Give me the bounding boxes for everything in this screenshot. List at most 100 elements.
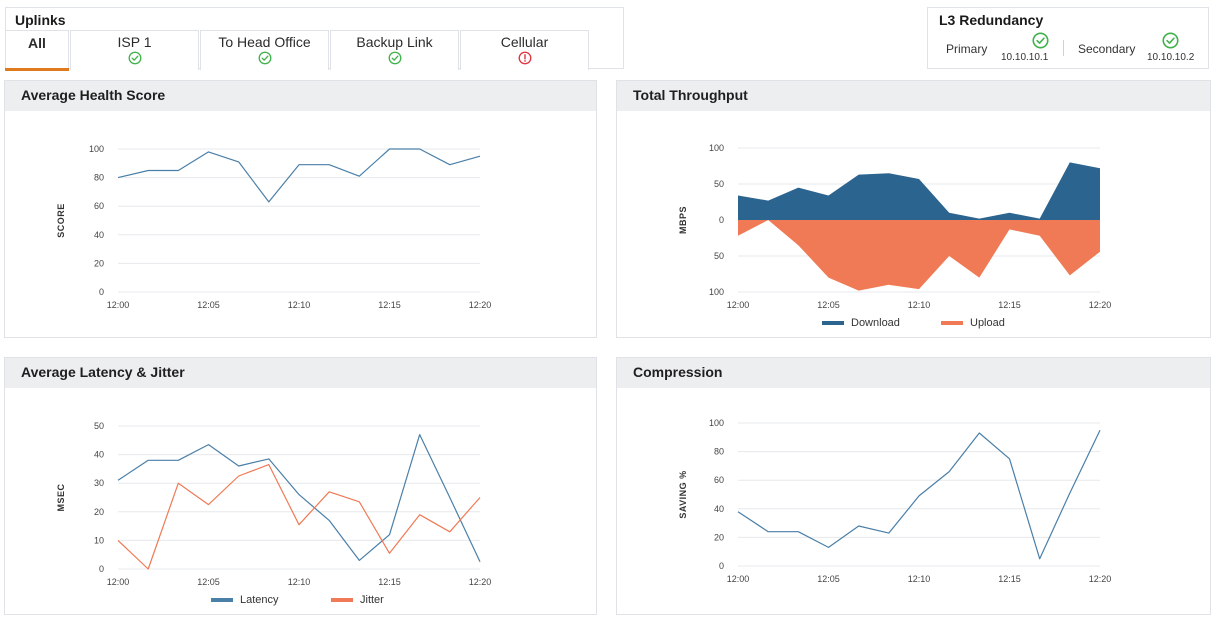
x-tick-label: 12:20 — [469, 577, 492, 587]
check-circle-icon — [1162, 32, 1179, 49]
legend-label: Download — [851, 317, 900, 329]
tab-label: Cellular — [500, 34, 549, 50]
y-tick-label: 30 — [94, 478, 104, 488]
exclamation-circle-icon — [518, 51, 531, 65]
l3-secondary: Secondary 10.10.10.2 — [1078, 32, 1203, 68]
legend-swatch — [941, 321, 963, 325]
y-axis-label: SCORE — [56, 203, 66, 238]
y-tick-label: 50 — [94, 421, 104, 431]
area-series-download — [738, 162, 1100, 220]
x-tick-label: 12:00 — [727, 300, 750, 310]
l3-primary: Primary 10.10.10.1 — [946, 32, 1056, 68]
legend-label: Jitter — [360, 594, 384, 606]
x-tick-label: 12:00 — [107, 577, 130, 587]
uplinks-tabs: All ISP 1 To Head Office Backup Link Cel… — [5, 30, 590, 71]
x-tick-label: 12:00 — [727, 574, 750, 584]
y-tick-label: 50 — [714, 179, 724, 189]
l3-secondary-ip: 10.10.10.2 — [1147, 52, 1195, 63]
panel-title: Average Health Score — [5, 81, 596, 111]
x-tick-label: 12:15 — [998, 574, 1021, 584]
panel-title: Total Throughput — [617, 81, 1210, 111]
y-tick-label: 100 — [709, 143, 724, 153]
tab-to-head-office[interactable]: To Head Office — [200, 30, 329, 70]
y-tick-label: 0 — [99, 564, 104, 574]
x-tick-label: 12:00 — [107, 300, 130, 310]
check-circle-icon — [1032, 32, 1049, 49]
uplinks-title: Uplinks — [15, 12, 66, 28]
x-tick-label: 12:10 — [288, 577, 311, 587]
total-throughput-panel: Total Throughput 100 50 0 50 100 12:00 12:05 12… — [616, 80, 1211, 338]
y-tick-label: 100 — [709, 418, 724, 428]
line-series-jitter — [117, 463, 481, 570]
y-tick-label: 0 — [719, 561, 724, 571]
line-series — [737, 429, 1101, 560]
x-tick-label: 12:15 — [998, 300, 1021, 310]
x-tick-label: 12:05 — [817, 574, 840, 584]
x-tick-label: 12:10 — [288, 300, 311, 310]
y-tick-label: 40 — [94, 230, 104, 240]
tab-label: To Head Office — [218, 34, 311, 50]
l3-redundancy-card: L3 Redundancy Primary 10.10.10.1 Seconda… — [927, 7, 1209, 69]
legend-swatch — [211, 598, 233, 602]
y-tick-label: 60 — [714, 475, 724, 485]
y-axis-label: MSEC — [56, 483, 66, 511]
l3-secondary-label: Secondary — [1078, 42, 1136, 56]
check-circle-icon — [388, 51, 401, 65]
panel-title: Compression — [617, 358, 1210, 388]
l3-title: L3 Redundancy — [939, 12, 1044, 28]
y-tick-label: 0 — [719, 215, 724, 225]
tab-cellular[interactable]: Cellular — [460, 30, 589, 70]
health-score-chart: 0 20 40 60 80 100 12:00 12:05 12:10 12:15 12:20 SCO… — [56, 144, 492, 310]
tab-backup-link[interactable]: Backup Link — [330, 30, 459, 70]
latency-jitter-chart: 0 10 20 30 40 50 12:00 12:05 12:10 12:15 12:20 MSEC… — [56, 421, 492, 606]
tab-isp-1[interactable]: ISP 1 — [70, 30, 199, 70]
tab-label: Backup Link — [356, 34, 433, 50]
l3-primary-label: Primary — [946, 42, 988, 56]
x-tick-label: 12:05 — [817, 300, 840, 310]
tab-label: All — [28, 35, 46, 51]
y-tick-label: 0 — [99, 287, 104, 297]
y-tick-label: 40 — [94, 450, 104, 460]
panel-title: Average Latency & Jitter — [5, 358, 596, 388]
legend-swatch — [331, 598, 353, 602]
y-tick-label: 100 — [89, 144, 104, 154]
y-tick-label: 40 — [714, 504, 724, 514]
tab-label: ISP 1 — [117, 34, 152, 50]
y-axis-label: SAVING % — [678, 470, 688, 518]
x-tick-label: 12:20 — [1089, 574, 1112, 584]
x-tick-label: 12:10 — [908, 300, 931, 310]
l3-divider — [1063, 40, 1064, 56]
tab-all[interactable]: All — [5, 30, 69, 71]
y-tick-label: 100 — [709, 287, 724, 297]
x-tick-label: 12:20 — [1089, 300, 1112, 310]
legend-label: Upload — [970, 317, 1005, 329]
y-axis-label: MBPS — [678, 206, 688, 234]
area-series-upload — [738, 220, 1100, 291]
y-tick-label: 80 — [714, 447, 724, 457]
x-tick-label: 12:15 — [378, 300, 401, 310]
y-tick-label: 20 — [94, 258, 104, 268]
x-tick-label: 12:05 — [197, 577, 220, 587]
y-tick-label: 20 — [94, 507, 104, 517]
y-tick-label: 10 — [94, 535, 104, 545]
line-series-latency — [117, 433, 481, 563]
legend-label: Latency — [240, 594, 279, 606]
check-circle-icon — [128, 51, 141, 65]
average-health-score-panel: Average Health Score 0 20 40 60 80 100 12:00 12… — [4, 80, 597, 338]
x-tick-label: 12:10 — [908, 574, 931, 584]
y-tick-label: 50 — [714, 251, 724, 261]
check-circle-icon — [258, 51, 271, 65]
l3-primary-ip: 10.10.10.1 — [1001, 52, 1049, 63]
y-tick-label: 20 — [714, 532, 724, 542]
average-latency-jitter-panel: Average Latency & Jitter 0 10 20 30 40 50 12:0… — [4, 357, 597, 615]
line-series — [117, 148, 481, 203]
x-tick-label: 12:15 — [378, 577, 401, 587]
y-tick-label: 60 — [94, 201, 104, 211]
x-tick-label: 12:20 — [469, 300, 492, 310]
uplinks-card: Uplinks All ISP 1 To Head Office Backup … — [5, 7, 624, 71]
legend-swatch — [822, 321, 844, 325]
x-tick-label: 12:05 — [197, 300, 220, 310]
y-tick-label: 80 — [94, 173, 104, 183]
compression-panel: Compression 0 20 40 60 80 100 12:00 12:05 12:10 1… — [616, 357, 1211, 615]
